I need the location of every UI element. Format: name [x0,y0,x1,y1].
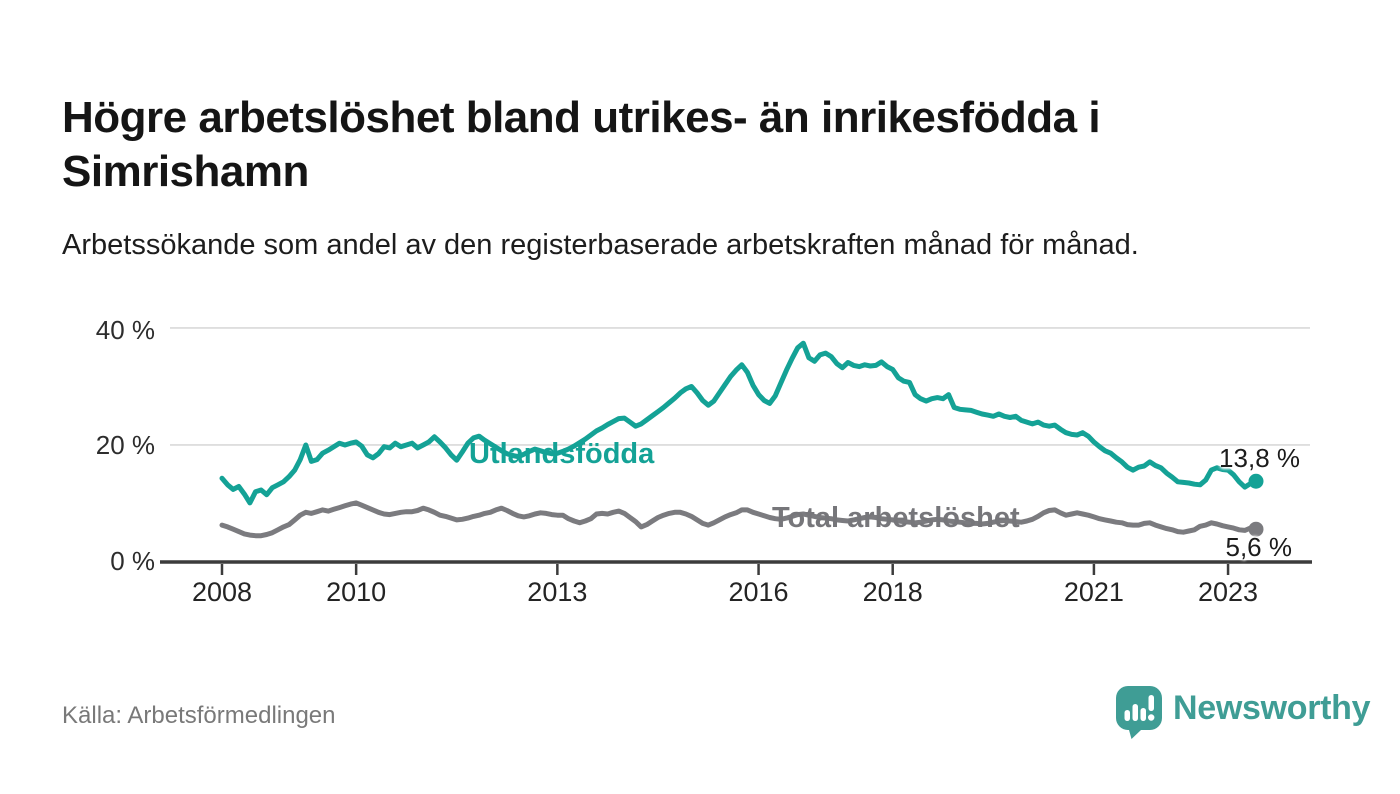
end-value-label-utlandsfodda: 13,8 % [1219,443,1300,473]
page-title: Högre arbetslöshet bland utrikes- än inr… [62,93,1101,197]
y-axis-tick-label: 20 % [95,430,155,460]
x-axis-tick-label: 2013 [527,577,588,607]
end-value-label-total: 5,6 % [1225,532,1293,562]
series-end-dot-total [1248,521,1264,537]
newsworthy-wordmark: Newsworthy [1173,688,1371,727]
source-attribution: Källa: Arbetsförmedlingen [62,702,336,729]
series-line-total [219,500,1259,539]
x-axis-tick-label: 2021 [1063,577,1124,607]
page-subtitle: Arbetssökande som andel av den registerb… [62,229,1139,261]
series-label-utlandsfodda: Utlandsfödda [469,438,655,470]
series-label-total-arbetsloshet: Total arbetslöshet [772,502,1020,534]
y-axis-tick-label: 0 % [110,546,155,576]
x-axis-tick-label: 2010 [326,577,387,607]
x-axis-tick-label: 2023 [1198,577,1259,607]
newsworthy-branding: Newsworthy [1115,685,1371,739]
x-axis-tick-label: 2016 [728,577,789,607]
series-end-dot-utlandsfodda [1248,473,1264,489]
newsworthy-logo-icon [1116,686,1162,739]
x-axis-tick-label: 2008 [191,577,253,607]
x-axis-tick-label: 2018 [862,577,923,607]
series-line-utlandsfodda [219,340,1259,506]
y-axis-tick-label: 40 % [95,315,155,345]
